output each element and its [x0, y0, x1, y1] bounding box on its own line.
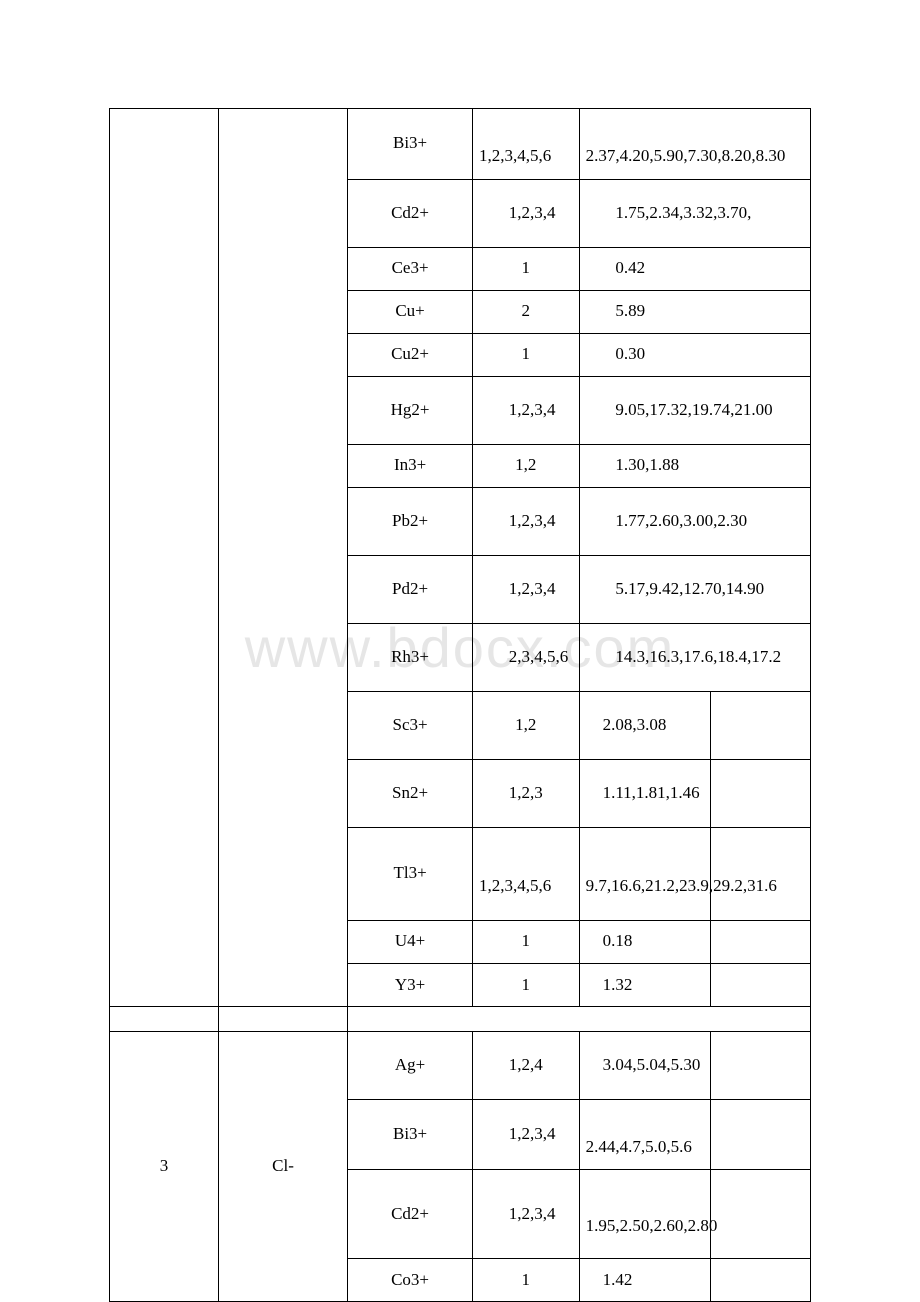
- group1-ligand: [218, 109, 347, 1007]
- logk-cell: 1.95,2.50,2.60,2.80: [579, 1170, 711, 1258]
- data-table: Bi3+ 1,2,3,4,5,6 2.37,4.20,5.90,7.30,8.2…: [109, 108, 811, 1302]
- ion-cell: Rh3+: [348, 623, 473, 691]
- logk-cell: 1.30,1.88: [579, 444, 810, 487]
- n-cell: 1,2,3,4: [472, 1170, 579, 1258]
- empty-cell: [711, 827, 811, 920]
- empty-cell: [110, 1006, 219, 1031]
- n-cell: 2: [472, 290, 579, 333]
- logk-cell: 1.77,2.60,3.00,2.30: [579, 487, 810, 555]
- ion-cell: Pd2+: [348, 555, 473, 623]
- n-cell: 1: [472, 963, 579, 1006]
- logk-cell: 2.08,3.08: [579, 691, 711, 759]
- n-cell: 1,2,3,4,5,6: [472, 827, 579, 920]
- logk-cell: 9.7,16.6,21.2,23.9,29.2,31.6: [579, 827, 711, 920]
- logk-cell: 1.32: [579, 963, 711, 1006]
- n-cell: 1,2: [472, 691, 579, 759]
- logk-cell: 1.42: [579, 1258, 711, 1301]
- ion-cell: Cu2+: [348, 333, 473, 376]
- n-cell: 1,2,3,4: [472, 376, 579, 444]
- ion-cell: Tl3+: [348, 827, 473, 920]
- logk-cell: 2.37,4.20,5.90,7.30,8.20,8.30: [579, 109, 810, 180]
- n-cell: 1,2,4: [472, 1031, 579, 1099]
- ion-cell: Hg2+: [348, 376, 473, 444]
- logk-cell: 14.3,16.3,17.6,18.4,17.2: [579, 623, 810, 691]
- empty-cell: [711, 1099, 811, 1170]
- ion-cell: Ce3+: [348, 247, 473, 290]
- ion-cell: Sn2+: [348, 759, 473, 827]
- ion-cell: Cu+: [348, 290, 473, 333]
- ion-cell: Y3+: [348, 963, 473, 1006]
- logk-cell: 5.17,9.42,12.70,14.90: [579, 555, 810, 623]
- empty-cell: [711, 759, 811, 827]
- ion-cell: In3+: [348, 444, 473, 487]
- n-cell: 1,2,3,4: [472, 555, 579, 623]
- empty-cell: [218, 1006, 347, 1031]
- spacer-row: [110, 1006, 811, 1031]
- ion-cell: Ag+: [348, 1031, 473, 1099]
- n-cell: 1: [472, 333, 579, 376]
- empty-cell: [348, 1006, 811, 1031]
- logk-cell: 0.18: [579, 920, 711, 963]
- logk-cell: 5.89: [579, 290, 810, 333]
- logk-cell: 1.11,1.81,1.46: [579, 759, 711, 827]
- table-row: 3 Cl- Ag+ 1,2,4 3.04,5.04,5.30: [110, 1031, 811, 1099]
- ion-cell: Bi3+: [348, 109, 473, 180]
- group2-index: 3: [110, 1031, 219, 1301]
- n-cell: 1: [472, 1258, 579, 1301]
- n-cell: 1,2,3,4: [472, 487, 579, 555]
- ion-cell: Bi3+: [348, 1099, 473, 1170]
- empty-cell: [711, 1258, 811, 1301]
- ion-cell: Co3+: [348, 1258, 473, 1301]
- ion-cell: Sc3+: [348, 691, 473, 759]
- empty-cell: [711, 920, 811, 963]
- logk-cell: 9.05,17.32,19.74,21.00: [579, 376, 810, 444]
- n-cell: 1: [472, 247, 579, 290]
- n-cell: 1: [472, 920, 579, 963]
- logk-cell: 0.30: [579, 333, 810, 376]
- empty-cell: [711, 963, 811, 1006]
- group2-ligand: Cl-: [218, 1031, 347, 1301]
- logk-cell: 2.44,4.7,5.0,5.6: [579, 1099, 711, 1170]
- empty-cell: [711, 1170, 811, 1258]
- empty-cell: [711, 1031, 811, 1099]
- ion-cell: Cd2+: [348, 179, 473, 247]
- n-cell: 2,3,4,5,6: [472, 623, 579, 691]
- n-cell: 1,2,3,4,5,6: [472, 109, 579, 180]
- ion-cell: Cd2+: [348, 1170, 473, 1258]
- empty-cell: [711, 691, 811, 759]
- logk-cell: 0.42: [579, 247, 810, 290]
- table-row: Bi3+ 1,2,3,4,5,6 2.37,4.20,5.90,7.30,8.2…: [110, 109, 811, 180]
- ion-cell: Pb2+: [348, 487, 473, 555]
- ion-cell: U4+: [348, 920, 473, 963]
- logk-cell: 1.75,2.34,3.32,3.70,: [579, 179, 810, 247]
- logk-cell: 3.04,5.04,5.30: [579, 1031, 711, 1099]
- n-cell: 1,2,3: [472, 759, 579, 827]
- n-cell: 1,2: [472, 444, 579, 487]
- group1-index: [110, 109, 219, 1007]
- n-cell: 1,2,3,4: [472, 1099, 579, 1170]
- n-cell: 1,2,3,4: [472, 179, 579, 247]
